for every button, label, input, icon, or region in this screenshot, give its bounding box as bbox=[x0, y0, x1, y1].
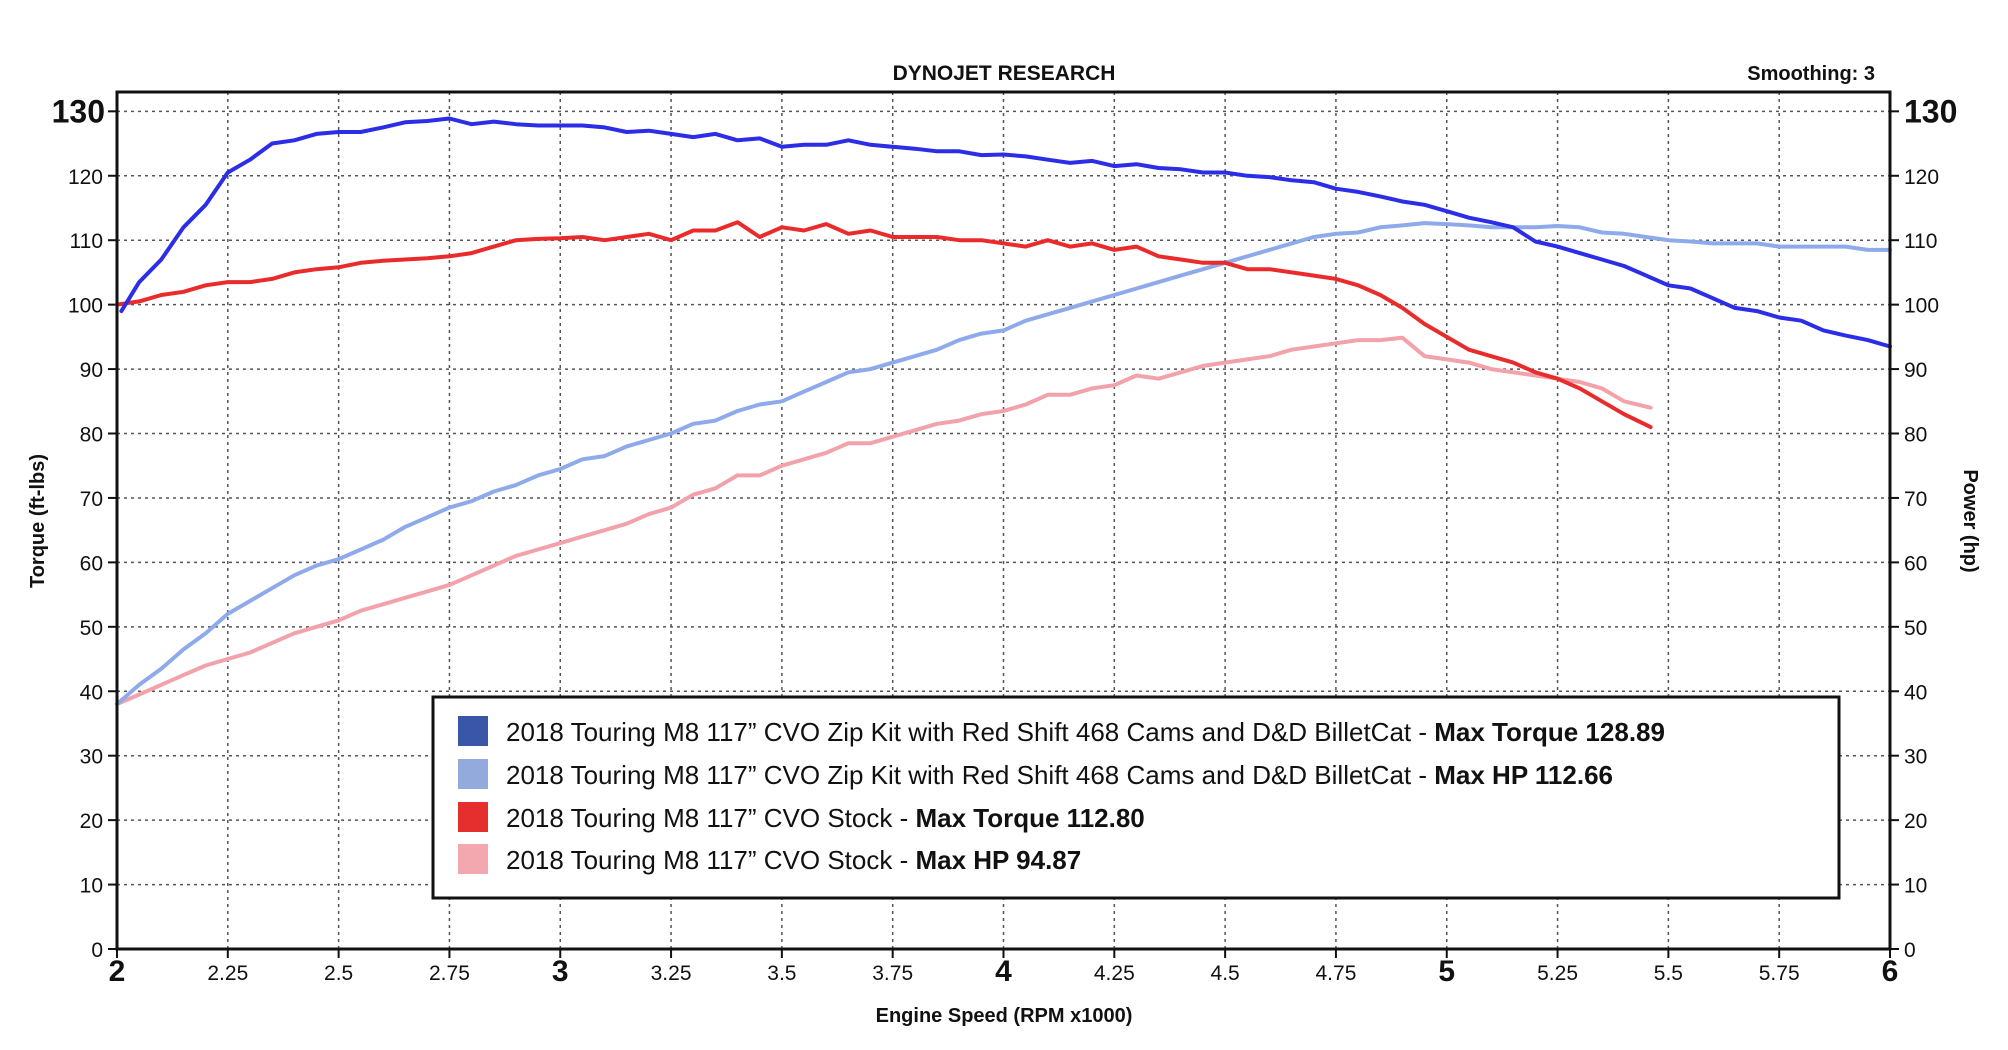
x-tick-label: 3.25 bbox=[651, 962, 692, 985]
legend-max-value: Max Torque 112.80 bbox=[915, 803, 1144, 833]
x-tick-label: 3.75 bbox=[872, 962, 913, 985]
x-tick-label: 4.5 bbox=[1211, 962, 1240, 985]
x-tick-label: 4.25 bbox=[1094, 962, 1135, 985]
legend-max-value: Max Torque 128.89 bbox=[1434, 717, 1665, 747]
y-left-tick-label: 110 bbox=[70, 230, 103, 253]
legend-label: 2018 Touring M8 117” CVO Stock - Max Tor… bbox=[506, 803, 1145, 833]
x-tick-label: 3.5 bbox=[767, 962, 796, 985]
series-lines bbox=[115, 116, 1892, 707]
y-right-tick-label: 30 bbox=[1904, 746, 1927, 769]
y-right-tick-label: 60 bbox=[1904, 552, 1927, 575]
x-tick-label: 4 bbox=[995, 955, 1012, 988]
y-left-tick-label: 40 bbox=[80, 681, 103, 704]
y-right-tick-label: 70 bbox=[1904, 488, 1927, 511]
legend-swatch bbox=[458, 802, 488, 832]
legend-max-value: Max HP 112.66 bbox=[1434, 760, 1613, 790]
y-left-tick-label: 10 bbox=[80, 875, 103, 898]
y-right-tick-label: 120 bbox=[1904, 166, 1939, 189]
y-left-tick-label: 70 bbox=[80, 488, 103, 511]
series-line-4 bbox=[115, 335, 1653, 707]
y-axis-right-ticks: 0 10 20 30 40 50 60 70 80 90 100 110 120 130 bbox=[1890, 93, 1957, 962]
legend-series-name: 2018 Touring M8 117” CVO Stock - bbox=[506, 845, 915, 875]
x-tick-label: 2.75 bbox=[429, 962, 470, 985]
legend-series-name: 2018 Touring M8 117” CVO Zip Kit with Re… bbox=[506, 760, 1434, 790]
y-right-tick-label: 80 bbox=[1904, 424, 1927, 447]
y-left-tick-label: 130 bbox=[52, 93, 105, 129]
x-tick-label: 5.25 bbox=[1537, 962, 1578, 985]
y-left-tick-label: 30 bbox=[80, 746, 103, 769]
x-tick-label: 5.5 bbox=[1654, 962, 1683, 985]
y-left-tick-label: 60 bbox=[80, 552, 103, 575]
chart-title: DYNOJET RESEARCH bbox=[893, 62, 1116, 85]
y-right-tick-label: 40 bbox=[1904, 681, 1927, 704]
x-tick-label: 4.75 bbox=[1316, 962, 1357, 985]
x-tick-label: 5.75 bbox=[1759, 962, 1800, 985]
legend-swatch bbox=[458, 844, 488, 874]
legend-swatch bbox=[458, 716, 488, 746]
legend-label: 2018 Touring M8 117” CVO Stock - Max HP … bbox=[506, 845, 1081, 875]
legend-max-value: Max HP 94.87 bbox=[915, 845, 1081, 875]
y-right-tick-label: 10 bbox=[1904, 875, 1927, 898]
y-right-tick-label: 50 bbox=[1904, 617, 1927, 640]
y-right-tick-label: 90 bbox=[1904, 359, 1927, 382]
x-tick-label: 2.25 bbox=[207, 962, 248, 985]
x-tick-label: 3 bbox=[552, 955, 569, 988]
x-tick-label: 6 bbox=[1882, 955, 1899, 988]
plot-frame bbox=[115, 90, 1892, 951]
y-right-tick-label: 100 bbox=[1904, 295, 1939, 318]
x-axis-label: Engine Speed (RPM x1000) bbox=[876, 1005, 1133, 1027]
y-left-tick-label: 50 bbox=[80, 617, 103, 640]
y-axis-left-label: Torque (ft-lbs) bbox=[27, 454, 49, 588]
legend-swatch bbox=[458, 759, 488, 789]
legend-series-name: 2018 Touring M8 117” CVO Zip Kit with Re… bbox=[506, 717, 1434, 747]
y-right-tick-label: 130 bbox=[1904, 93, 1957, 129]
x-tick-label: 5 bbox=[1438, 955, 1455, 988]
y-right-tick-label: 0 bbox=[1904, 939, 1916, 962]
legend: 2018 Touring M8 117” CVO Zip Kit with Re… bbox=[431, 695, 1841, 900]
legend-series-name: 2018 Touring M8 117” CVO Stock - bbox=[506, 803, 915, 833]
legend-label: 2018 Touring M8 117” CVO Zip Kit with Re… bbox=[506, 760, 1613, 790]
y-right-tick-label: 110 bbox=[1904, 230, 1937, 253]
legend-box bbox=[431, 695, 1841, 900]
y-left-tick-label: 120 bbox=[68, 166, 103, 189]
x-tick-label: 2.5 bbox=[324, 962, 353, 985]
x-tick-label: 2 bbox=[109, 955, 126, 988]
y-right-tick-label: 20 bbox=[1904, 810, 1927, 833]
series-line-3 bbox=[115, 220, 1653, 430]
smoothing-label: Smoothing: 3 bbox=[1747, 63, 1875, 85]
x-axis-ticks: 2 2.25 2.5 2.75 3 3.25 3.5 3.75 4 4.25 4.5 4.75 5 5.2… bbox=[109, 949, 1899, 988]
y-left-tick-label: 0 bbox=[91, 939, 103, 962]
y-left-tick-label: 90 bbox=[80, 359, 103, 382]
series-line-1 bbox=[119, 116, 1892, 349]
y-left-tick-label: 20 bbox=[80, 810, 103, 833]
y-left-tick-label: 100 bbox=[68, 295, 103, 318]
y-left-tick-label: 80 bbox=[80, 424, 103, 447]
y-axis-right-label: Power (hp) bbox=[1959, 469, 1981, 572]
y-axis-left-ticks: 0 10 20 30 40 50 60 70 80 90 100 110 120 130 bbox=[52, 93, 117, 962]
legend-label: 2018 Touring M8 117” CVO Zip Kit with Re… bbox=[506, 717, 1665, 747]
series-line-2 bbox=[115, 221, 1892, 707]
